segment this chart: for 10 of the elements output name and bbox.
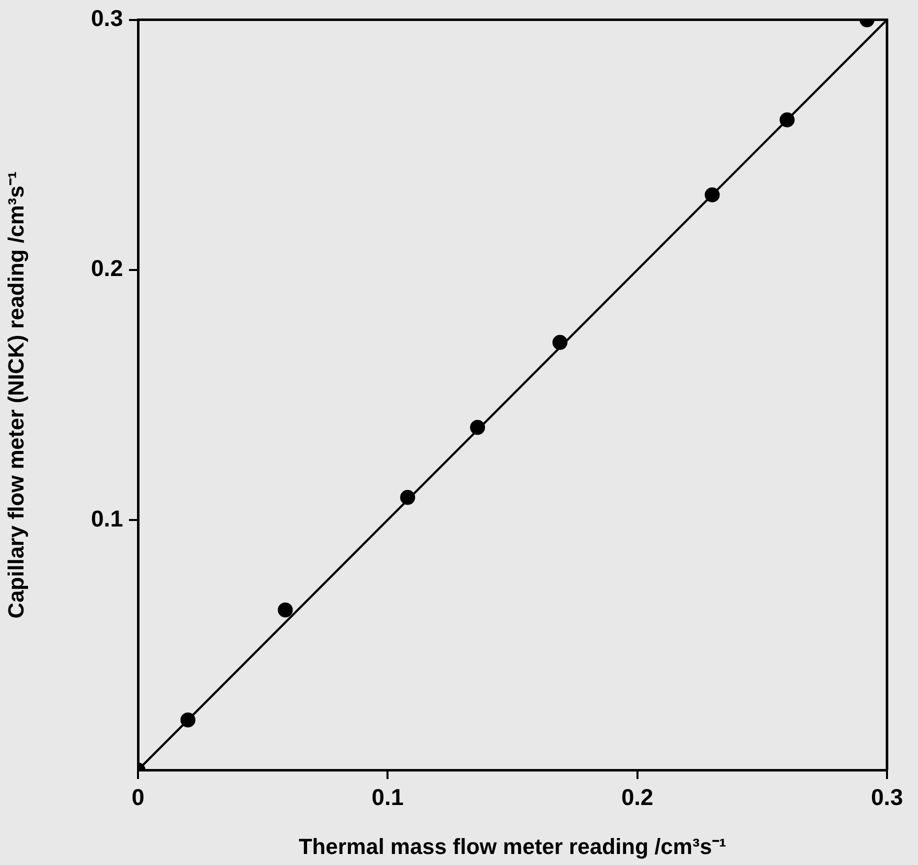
x-tick-label: 0.3 — [871, 784, 903, 810]
point — [278, 602, 293, 618]
x-axis-title: Thermal mass flow meter reading /cm³s⁻¹ — [298, 834, 726, 859]
x-tick-label: 0.1 — [372, 784, 404, 810]
y-axis-title: Capillary flow meter (NICK) reading /cm³s⁻¹ — [3, 171, 28, 618]
x-tick-label: 0 — [132, 784, 144, 810]
y-tick-label: 0.3 — [91, 5, 123, 32]
x-tick-label: 0.2 — [621, 784, 654, 810]
y-tick-label: 0.1 — [91, 505, 124, 532]
y-tick-label: 0.2 — [91, 255, 123, 282]
